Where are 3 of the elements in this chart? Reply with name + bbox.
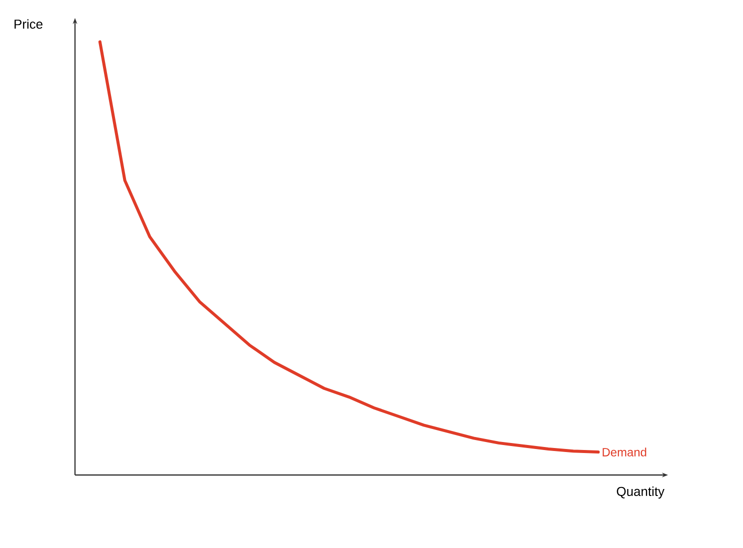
y-axis-title: Price bbox=[14, 19, 42, 29]
x-axis-title: Quantity bbox=[616, 486, 664, 499]
series-label: Demand bbox=[602, 448, 646, 456]
